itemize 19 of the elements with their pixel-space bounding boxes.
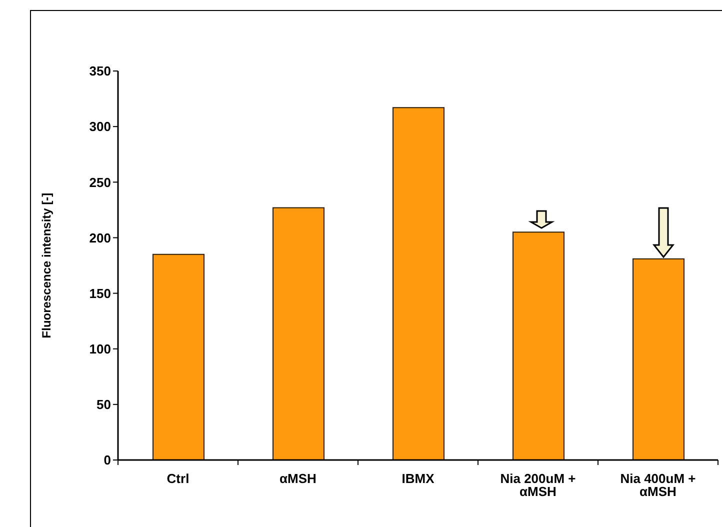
y-tick-label: 250 xyxy=(89,174,111,190)
y-tick-label: 100 xyxy=(89,341,111,356)
y-tick-label: 0 xyxy=(104,452,111,468)
x-tick-label: Nia 400uM + αMSH xyxy=(620,471,696,500)
bar xyxy=(272,207,324,460)
y-tick-label: 350 xyxy=(89,64,111,79)
x-tick-label: Nia 200uM + αMSH xyxy=(500,471,576,500)
y-tick-label: 200 xyxy=(89,230,111,246)
x-tick-label: αMSH xyxy=(280,471,316,486)
y-axis-title: Fluorescence intensity [-] xyxy=(39,192,54,338)
x-tick-label: Ctrl xyxy=(166,471,190,486)
bar xyxy=(152,254,204,460)
y-tick-label: 50 xyxy=(96,397,111,412)
bar xyxy=(392,107,444,460)
bar xyxy=(512,232,564,460)
x-tick-label: IBMX xyxy=(402,471,435,486)
y-tick-label: 300 xyxy=(89,119,111,134)
y-tick-label: 150 xyxy=(89,286,111,301)
bar xyxy=(632,258,684,460)
